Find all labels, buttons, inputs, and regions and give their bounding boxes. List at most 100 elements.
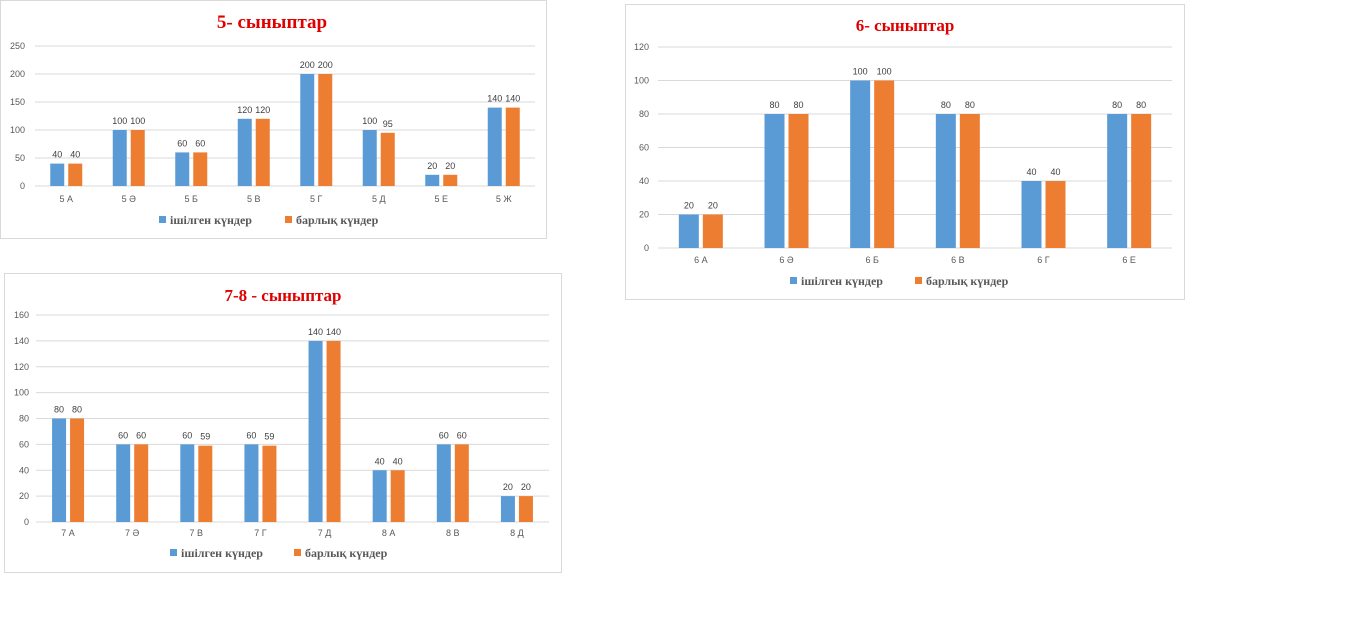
data-label-grade-5-s2-7: 140 — [505, 94, 520, 104]
y-tick-label-grade-5-4: 200 — [10, 69, 25, 79]
data-label-grade-7-8-s2-1: 60 — [136, 430, 146, 440]
data-label-grade-7-8-s1-1: 60 — [118, 430, 128, 440]
bar-grade-5-s1-7 — [487, 107, 502, 186]
bar-grade-6-s2-1 — [788, 114, 809, 248]
bar-grade-7-8-s1-0 — [52, 418, 67, 522]
y-tick-label-grade-6-0: 0 — [644, 243, 649, 253]
data-label-grade-7-8-s1-4: 140 — [308, 327, 323, 337]
legend-label-grade-7-8-s1: ішілген күндер — [181, 546, 263, 560]
x-tick-label-grade-7-8-7: 8 Д — [510, 528, 524, 538]
data-label-grade-5-s2-6: 20 — [445, 161, 455, 171]
x-tick-label-grade-5-0: 5 А — [59, 194, 73, 204]
data-label-grade-6-s1-1: 80 — [769, 100, 779, 110]
x-tick-label-grade-6-5: 6 Е — [1122, 255, 1136, 265]
bar-grade-5-s1-2 — [175, 152, 190, 186]
x-tick-label-grade-7-8-6: 8 В — [446, 528, 460, 538]
bar-grade-5-s1-4 — [300, 74, 315, 186]
data-label-grade-7-8-s2-2: 59 — [200, 432, 210, 442]
y-tick-label-grade-7-8-6: 120 — [14, 362, 29, 372]
bar-grade-7-8-s1-3 — [244, 444, 259, 522]
bar-grade-7-8-s1-6 — [436, 444, 451, 522]
legend-swatch-grade-7-8-s1 — [170, 549, 177, 556]
data-label-grade-5-s1-0: 40 — [52, 150, 62, 160]
x-tick-label-grade-6-3: 6 В — [951, 255, 965, 265]
y-tick-label-grade-6-3: 60 — [639, 143, 649, 153]
bar-grade-6-s1-4 — [1021, 181, 1042, 248]
y-tick-label-grade-7-8-7: 140 — [14, 336, 29, 346]
bar-grade-6-s2-5 — [1131, 114, 1152, 248]
bar-grade-6-s1-0 — [678, 214, 699, 248]
y-tick-label-grade-6-6: 120 — [634, 42, 649, 52]
legend-swatch-grade-5-s1 — [159, 216, 166, 223]
x-tick-label-grade-5-6: 5 Е — [434, 194, 448, 204]
x-tick-label-grade-6-0: 6 А — [694, 255, 708, 265]
x-tick-label-grade-7-8-0: 7 А — [61, 528, 75, 538]
data-label-grade-5-s1-3: 120 — [237, 105, 252, 115]
y-tick-label-grade-6-4: 80 — [639, 109, 649, 119]
y-tick-label-grade-5-1: 50 — [15, 153, 25, 163]
x-tick-label-grade-7-8-4: 7 Д — [318, 528, 332, 538]
y-tick-label-grade-6-2: 40 — [639, 176, 649, 186]
bar-grade-7-8-s1-4 — [308, 340, 323, 522]
chart-panel-grade-6: 6- сыныптар 0 20 40 60 80 100 120 6 А 20 20 6 Ә 80 80… — [625, 4, 1185, 300]
y-tick-label-grade-5-3: 150 — [10, 97, 25, 107]
bar-grade-7-8-s1-7 — [500, 496, 515, 522]
bar-grade-5-s1-0 — [50, 163, 65, 186]
bar-grade-6-s2-2 — [874, 80, 895, 248]
legend-label-grade-5-s2: барлық күндер — [296, 213, 379, 227]
data-label-grade-6-s1-5: 80 — [1112, 100, 1122, 110]
bar-grade-5-s2-1 — [130, 130, 145, 186]
data-label-grade-5-s1-2: 60 — [177, 138, 187, 148]
data-label-grade-7-8-s1-6: 60 — [439, 430, 449, 440]
data-label-grade-7-8-s2-3: 59 — [264, 432, 274, 442]
data-label-grade-5-s1-1: 100 — [112, 116, 127, 126]
chart-panel-grade-7-8: 7-8 - сыныптар 0 20 40 60 80 100 120 140 160 7 А 80… — [4, 273, 562, 573]
x-tick-label-grade-7-8-3: 7 Г — [254, 528, 267, 538]
bar-grade-7-8-s1-2 — [180, 444, 195, 522]
bar-grade-6-s2-3 — [959, 114, 980, 248]
y-tick-label-grade-6-1: 20 — [639, 210, 649, 220]
y-tick-label-grade-6-5: 100 — [634, 76, 649, 86]
legend-label-grade-7-8-s2: барлық күндер — [305, 546, 388, 560]
legend-swatch-grade-5-s2 — [285, 216, 292, 223]
data-label-grade-7-8-s2-7: 20 — [521, 482, 531, 492]
chart-svg-grade-6: 6- сыныптар 0 20 40 60 80 100 120 6 А 20 20 6 Ә 80 80… — [634, 16, 1172, 288]
y-tick-label-grade-7-8-8: 160 — [14, 310, 29, 320]
data-label-grade-5-s1-5: 100 — [362, 116, 377, 126]
y-tick-label-grade-7-8-3: 60 — [19, 439, 29, 449]
bar-grade-5-s2-5 — [380, 132, 395, 186]
data-label-grade-5-s1-4: 200 — [300, 60, 315, 70]
data-label-grade-6-s1-2: 100 — [853, 67, 868, 77]
x-tick-label-grade-6-2: 6 Б — [865, 255, 879, 265]
y-tick-label-grade-5-0: 0 — [20, 181, 25, 191]
data-label-grade-6-s1-4: 40 — [1026, 167, 1036, 177]
data-label-grade-6-s2-2: 100 — [877, 67, 892, 77]
bar-grade-5-s2-4 — [318, 74, 333, 186]
legend-swatch-grade-6-s1 — [790, 277, 797, 284]
legend-label-grade-6-s1: ішілген күндер — [801, 274, 883, 288]
data-label-grade-6-s1-3: 80 — [941, 100, 951, 110]
y-tick-label-grade-7-8-5: 100 — [14, 388, 29, 398]
data-label-grade-5-s2-2: 60 — [195, 138, 205, 148]
bar-grade-7-8-s2-5 — [390, 470, 405, 522]
legend-swatch-grade-6-s2 — [915, 277, 922, 284]
data-label-grade-6-s2-4: 40 — [1050, 167, 1060, 177]
bar-grade-7-8-s2-4 — [326, 340, 341, 522]
bar-grade-7-8-s2-7 — [518, 496, 533, 522]
legend-swatch-grade-7-8-s2 — [294, 549, 301, 556]
data-label-grade-7-8-s1-3: 60 — [246, 430, 256, 440]
chart-svg-grade-7-8: 7-8 - сыныптар 0 20 40 60 80 100 120 140 160 7 А 80… — [14, 286, 549, 560]
data-label-grade-5-s2-4: 200 — [318, 60, 333, 70]
data-label-grade-7-8-s1-0: 80 — [54, 405, 64, 415]
data-label-grade-7-8-s1-5: 40 — [375, 456, 385, 466]
x-tick-label-grade-6-4: 6 Г — [1037, 255, 1050, 265]
bar-grade-6-s1-3 — [935, 114, 956, 248]
bar-grade-6-s1-1 — [764, 114, 785, 248]
bar-grade-5-s1-1 — [112, 130, 127, 186]
x-tick-label-grade-5-1: 5 Ә — [122, 194, 137, 204]
chart-panel-grade-5: 5- сыныптар 0 50 100 150 200 250 5 А 40 40 5 Ә 100 1… — [0, 0, 547, 239]
y-tick-label-grade-7-8-0: 0 — [24, 517, 29, 527]
data-label-grade-5-s2-3: 120 — [255, 105, 270, 115]
x-tick-label-grade-5-3: 5 В — [247, 194, 261, 204]
data-label-grade-6-s2-1: 80 — [793, 100, 803, 110]
